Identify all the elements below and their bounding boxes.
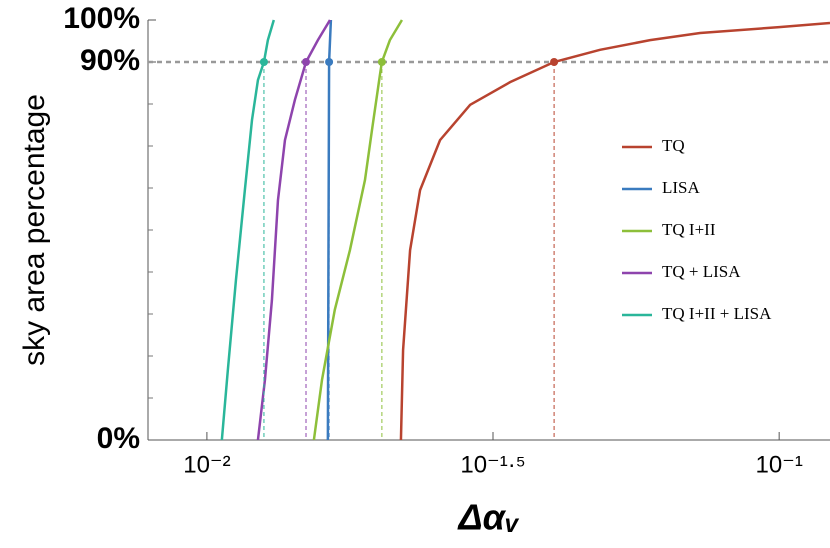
x-axis-label: Δαᵥ — [457, 497, 520, 538]
marker — [377, 58, 386, 66]
marker — [302, 58, 311, 66]
series-line — [312, 19, 404, 441]
series-line — [220, 19, 276, 441]
legend-label: TQ + LISA — [662, 262, 741, 281]
series-line — [399, 21, 830, 441]
y-tick-label: 90% — [80, 44, 140, 77]
legend-label: LISA — [662, 178, 701, 197]
legend-label: TQ I+II + LISA — [662, 304, 772, 323]
series-line — [256, 19, 332, 441]
y-axis-label: sky area percentage — [18, 94, 51, 366]
y-tick-label: 100% — [63, 2, 140, 35]
x-tick-label: 10⁻¹·⁵ — [460, 451, 525, 478]
x-tick-label: 10⁻¹ — [755, 451, 802, 478]
x-tick-label: 10⁻² — [183, 451, 230, 478]
legend-label: TQ I+II — [662, 220, 716, 239]
marker — [259, 58, 268, 66]
y-tick-label: 0% — [97, 422, 140, 455]
legend-label: TQ — [662, 136, 685, 155]
marker — [325, 58, 334, 66]
marker — [550, 58, 559, 66]
